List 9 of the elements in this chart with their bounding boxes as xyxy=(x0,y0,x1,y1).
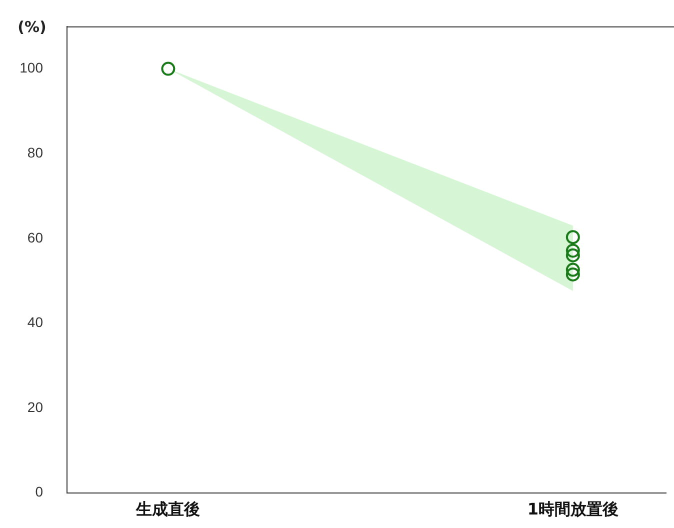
y-tick-label: 40 xyxy=(27,314,44,330)
y-tick-label: 60 xyxy=(27,229,44,246)
y-tick-label: 20 xyxy=(27,398,44,415)
x-tick-label: 生成直後 xyxy=(135,500,200,519)
y-axis-title: (%) xyxy=(18,18,46,36)
y-tick-label: 100 xyxy=(20,60,44,76)
x-tick-label: 1時間放置後 xyxy=(527,500,618,519)
y-tick-label: 0 xyxy=(35,484,44,500)
y-tick-label: 80 xyxy=(27,144,44,160)
